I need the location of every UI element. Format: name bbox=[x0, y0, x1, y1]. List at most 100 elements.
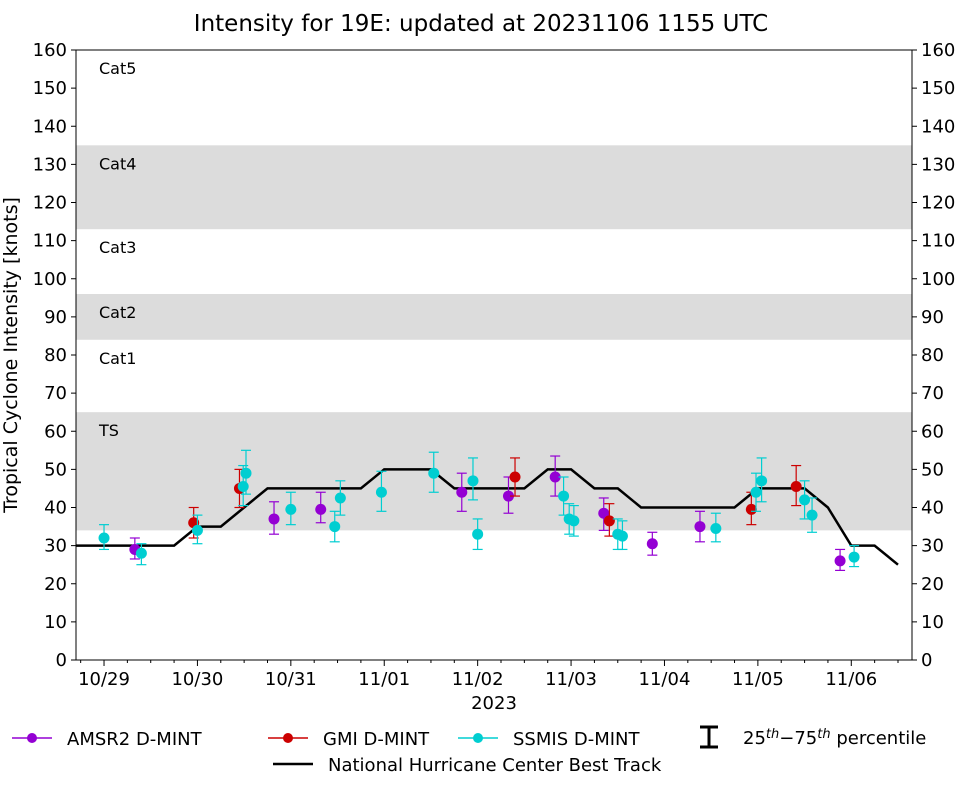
data-point bbox=[268, 513, 280, 525]
y-tick-label-left: 160 bbox=[33, 40, 67, 61]
data-point bbox=[98, 532, 110, 544]
plot-frame bbox=[75, 49, 913, 661]
data-point bbox=[848, 551, 860, 563]
y-tick-label-left: 50 bbox=[44, 459, 67, 480]
x-tick-label: 10/29 bbox=[78, 669, 130, 690]
data-point bbox=[240, 467, 252, 479]
y-tick-label-right: 10 bbox=[921, 612, 944, 633]
y-tick-label-left: 70 bbox=[44, 383, 67, 404]
y-axis-ticks: 0 0 10 10 20 20 30 30 40 40 50 50 60 60 70 70 80 80 90 90 10… bbox=[33, 40, 956, 671]
legend-label: GMI D-MINT bbox=[323, 729, 430, 750]
y-tick-label-right: 160 bbox=[921, 40, 955, 61]
category-bands bbox=[76, 145, 912, 531]
x-tick-label: 11/02 bbox=[452, 669, 504, 690]
data-point bbox=[646, 538, 658, 550]
data-point bbox=[694, 521, 706, 533]
data-point bbox=[790, 481, 802, 493]
y-tick-label-right: 150 bbox=[921, 78, 955, 99]
data-point bbox=[598, 507, 610, 519]
legend: AMSR2 D-MINT GMI D-MINT SSMIS D-MINT 25th−7… bbox=[12, 725, 926, 776]
legend-entry-best-track: National Hurricane Center Best Track bbox=[273, 755, 662, 776]
band-cat2 bbox=[76, 294, 912, 340]
data-point bbox=[191, 524, 203, 536]
data-point bbox=[710, 522, 722, 534]
y-tick-label-left: 130 bbox=[33, 154, 67, 175]
y-tick-label-right: 60 bbox=[921, 421, 944, 442]
data-point bbox=[603, 515, 615, 527]
band-label-cat2: Cat2 bbox=[99, 303, 136, 322]
y-tick-label-right: 40 bbox=[921, 498, 944, 519]
best-track-line bbox=[76, 468, 899, 566]
y-tick-label-right: 30 bbox=[921, 536, 944, 557]
category-band-labels: TS Cat1 Cat2 Cat3 Cat4 Cat5 bbox=[98, 59, 136, 440]
legend-entry-ssmis-d-mint: SSMIS D-MINT bbox=[458, 729, 640, 750]
x-tick-label: 11/01 bbox=[358, 669, 410, 690]
band-cat4 bbox=[76, 145, 912, 230]
y-tick-label-left: 10 bbox=[44, 612, 67, 633]
data-points-layer bbox=[98, 449, 860, 572]
y-tick-label-left: 0 bbox=[56, 650, 67, 671]
x-tick-label: 11/06 bbox=[825, 669, 877, 690]
y-tick-label-left: 60 bbox=[44, 421, 67, 442]
y-tick-label-left: 80 bbox=[44, 345, 67, 366]
data-point bbox=[799, 494, 811, 506]
data-point bbox=[756, 475, 768, 487]
data-point bbox=[456, 486, 468, 498]
band-label-cat4: Cat4 bbox=[99, 154, 136, 173]
band-label-ts: TS bbox=[98, 421, 119, 440]
y-tick-label-right: 50 bbox=[921, 459, 944, 480]
y-tick-label-left: 30 bbox=[44, 536, 67, 557]
x-axis-label: 2023 bbox=[471, 693, 517, 714]
y-tick-label-left: 100 bbox=[33, 269, 67, 290]
y-tick-label-right: 140 bbox=[921, 116, 955, 137]
y-tick-label-left: 150 bbox=[33, 78, 67, 99]
y-tick-label-left: 20 bbox=[44, 574, 67, 595]
legend-label: SSMIS D-MINT bbox=[513, 729, 640, 750]
data-point bbox=[467, 475, 479, 487]
x-axis-ticks: 10/29 10/30 10/31 11/01 11/02 11/03 11/04 11/05… bbox=[78, 660, 899, 690]
data-point bbox=[558, 490, 570, 502]
data-point bbox=[237, 481, 249, 493]
y-tick-label-right: 130 bbox=[921, 154, 955, 175]
legend-label: National Hurricane Center Best Track bbox=[328, 755, 662, 776]
data-point bbox=[750, 486, 762, 498]
data-point bbox=[568, 515, 580, 527]
data-point bbox=[472, 528, 484, 540]
data-point bbox=[502, 490, 514, 502]
legend-entry-amsr2-d-mint: AMSR2 D-MINT bbox=[12, 729, 203, 750]
data-point bbox=[334, 492, 346, 504]
band-label-cat5: Cat5 bbox=[99, 59, 136, 78]
data-point bbox=[315, 503, 327, 515]
series-amsr2-d-mint bbox=[129, 455, 846, 572]
legend-label: AMSR2 D-MINT bbox=[67, 729, 203, 750]
band-label-cat1: Cat1 bbox=[99, 349, 136, 368]
x-tick-label: 10/30 bbox=[171, 669, 223, 690]
y-tick-label-left: 40 bbox=[44, 498, 67, 519]
x-tick-label: 10/31 bbox=[265, 669, 317, 690]
data-point bbox=[509, 471, 521, 483]
legend-marker bbox=[27, 733, 37, 743]
legend-entry-gmi-d-mint: GMI D-MINT bbox=[268, 729, 430, 750]
data-point bbox=[135, 547, 147, 559]
x-tick-label: 11/05 bbox=[732, 669, 784, 690]
y-tick-label-left: 90 bbox=[44, 307, 67, 328]
y-tick-label-left: 110 bbox=[33, 231, 67, 252]
y-tick-label-right: 110 bbox=[921, 231, 955, 252]
chart-title: Intensity for 19E: updated at 20231106 1… bbox=[194, 11, 768, 37]
y-tick-label-right: 100 bbox=[921, 269, 955, 290]
legend-marker bbox=[283, 733, 293, 743]
data-point bbox=[549, 471, 561, 483]
data-point bbox=[806, 509, 818, 521]
data-point bbox=[329, 521, 341, 533]
data-point bbox=[616, 530, 628, 542]
data-point bbox=[745, 503, 757, 515]
band-label-cat3: Cat3 bbox=[99, 238, 136, 257]
data-point bbox=[834, 555, 846, 567]
y-tick-label-right: 70 bbox=[921, 383, 944, 404]
x-tick-label: 11/04 bbox=[639, 669, 691, 690]
x-tick-label: 11/03 bbox=[545, 669, 597, 690]
y-axis-label: Tropical Cyclone Intensity [knots] bbox=[0, 197, 22, 514]
y-tick-label-right: 20 bbox=[921, 574, 944, 595]
y-tick-label-right: 90 bbox=[921, 307, 944, 328]
